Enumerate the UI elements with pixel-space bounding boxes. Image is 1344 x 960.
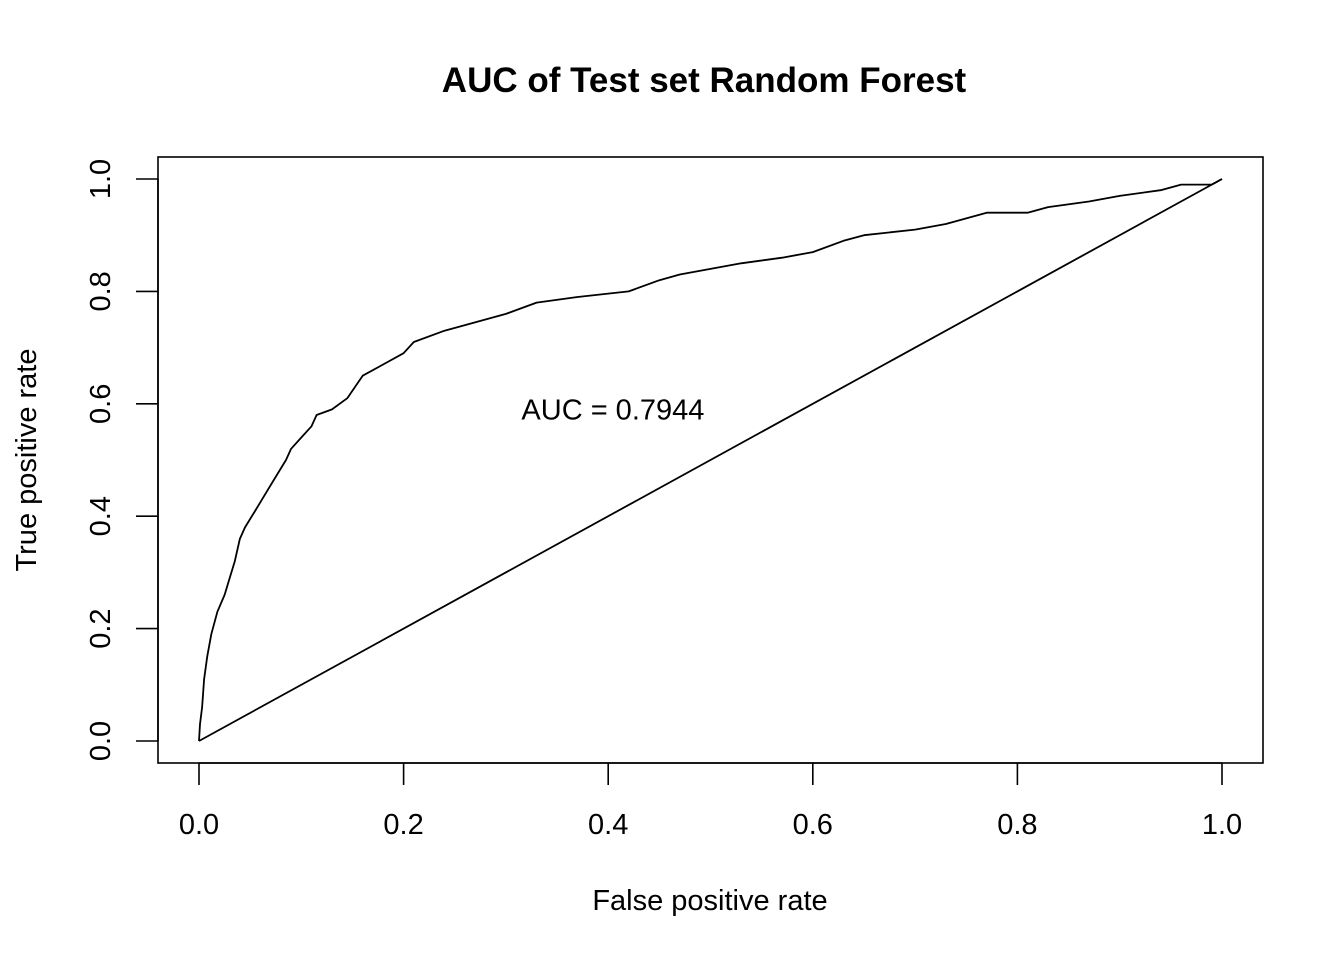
y-axis-title: True positive rate	[11, 349, 43, 572]
x-axis-title: False positive rate	[592, 885, 827, 917]
y-axis: 0.0 0.2 0.4 0.6 0.8 1.0	[85, 159, 159, 761]
x-tick-label: 0.8	[997, 809, 1037, 841]
series-layer	[198, 178, 1223, 742]
chart-title: AUC of Test set Random Forest	[442, 61, 967, 100]
y-tick-label: 1.0	[85, 159, 117, 199]
diagonal-reference-line	[198, 178, 1223, 742]
x-tick-label: 1.0	[1202, 809, 1242, 841]
y-tick-label: 0.8	[85, 271, 117, 311]
y-tick-label: 0.0	[85, 721, 117, 761]
x-tick-label: 0.4	[588, 809, 628, 841]
roc-curve-line	[198, 178, 1223, 742]
y-tick-label: 0.4	[85, 496, 117, 536]
x-axis: 0.0 0.2 0.4 0.6 0.8 1.0	[179, 762, 1242, 841]
x-tick-label: 0.0	[179, 809, 219, 841]
auc-annotation: AUC = 0.7944	[521, 394, 704, 426]
y-tick-label: 0.2	[85, 608, 117, 648]
y-tick-label: 0.6	[85, 384, 117, 424]
x-tick-label: 0.2	[383, 809, 423, 841]
x-tick-label: 0.6	[793, 809, 833, 841]
